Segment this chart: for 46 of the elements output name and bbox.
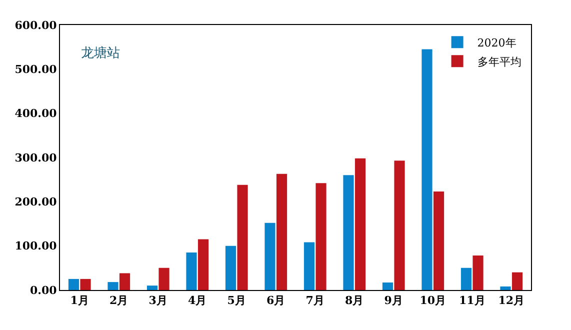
bar <box>158 268 170 290</box>
bar <box>500 286 511 290</box>
y-tick-label: 100.00 <box>14 240 58 253</box>
bar <box>460 268 472 290</box>
x-tick-label: 5月 <box>227 294 246 308</box>
legend-label: 多年平均 <box>477 55 522 68</box>
bar <box>198 239 209 290</box>
x-tick-label: 8月 <box>345 294 364 308</box>
bar <box>354 158 366 290</box>
x-tick-label: 12月 <box>498 294 525 308</box>
x-tick-label: 9月 <box>384 294 403 308</box>
bar <box>186 252 197 290</box>
x-tick-label: 6月 <box>266 294 286 308</box>
bar <box>433 192 444 290</box>
y-tick-label: 600.00 <box>14 18 58 32</box>
y-tick-label: 300.00 <box>14 151 58 164</box>
bar <box>276 174 288 290</box>
y-tick-label: 200.00 <box>14 196 58 209</box>
annotation: 龙塘站 <box>81 46 120 61</box>
x-tick-label: 3月 <box>148 294 168 308</box>
x-tick-label: 10月 <box>420 294 446 308</box>
bar <box>237 184 248 290</box>
x-tick-label: 1月 <box>70 294 89 308</box>
x-tick-label: 7月 <box>306 294 324 308</box>
bar <box>108 282 118 290</box>
x-tick-label: 11月 <box>458 294 486 308</box>
y-tick-label: 400.00 <box>14 107 58 120</box>
bar <box>343 175 354 290</box>
x-tick-label: 4月 <box>188 294 207 308</box>
bar <box>472 256 484 290</box>
bar <box>119 273 130 290</box>
bar <box>146 286 158 290</box>
y-tick-label: 0.00 <box>30 284 58 297</box>
bar <box>225 246 236 290</box>
x-tick-label: 2月 <box>110 294 128 308</box>
bar <box>422 49 432 290</box>
y-tick-label: 500.00 <box>14 63 58 76</box>
bar <box>264 222 276 290</box>
bar <box>304 242 315 290</box>
bar <box>316 183 326 290</box>
bar <box>382 282 394 290</box>
bar <box>80 278 91 290</box>
legend-label: 2020年 <box>477 36 516 50</box>
bar <box>512 272 523 290</box>
bar <box>68 278 80 290</box>
bar <box>394 160 405 290</box>
